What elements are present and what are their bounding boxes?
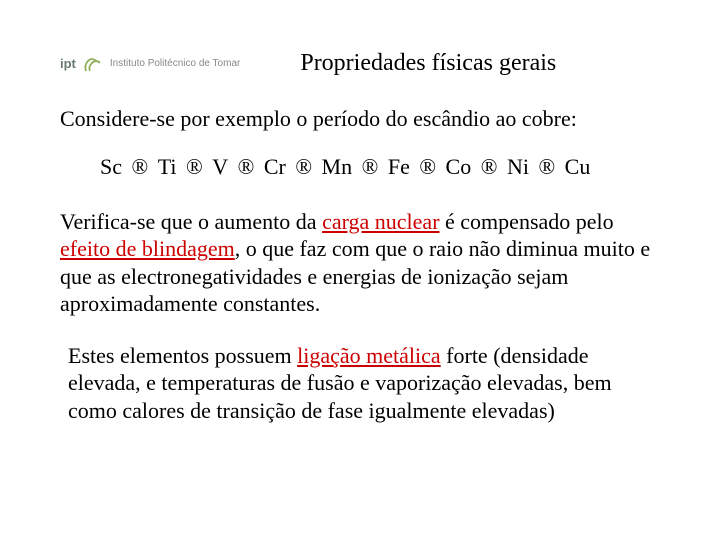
logo-mark-icon bbox=[82, 55, 104, 73]
p3-part-a: Estes elementos possuem bbox=[68, 343, 297, 368]
header: ipt Instituto Politécnico de Tomar Propr… bbox=[60, 50, 660, 77]
element-symbol: Fe bbox=[388, 154, 410, 179]
p2-part-a: Verifica-se que o aumento da bbox=[60, 209, 322, 234]
arrow-icon: ® bbox=[286, 154, 322, 179]
element-symbol: Ni bbox=[507, 154, 529, 179]
element-symbol: Mn bbox=[322, 154, 353, 179]
arrow-icon: ® bbox=[352, 154, 388, 179]
logo-text-full: Instituto Politécnico de Tomar bbox=[110, 58, 240, 69]
slide: ipt Instituto Politécnico de Tomar Propr… bbox=[0, 0, 720, 540]
arrow-icon: ® bbox=[122, 154, 158, 179]
intro-text: Considere-se por exemplo o período do es… bbox=[60, 105, 660, 134]
element-symbol: Ti bbox=[158, 154, 177, 179]
arrow-icon: ® bbox=[410, 154, 446, 179]
arrow-icon: ® bbox=[177, 154, 213, 179]
highlight-efeito-blindagem: efeito de blindagem bbox=[60, 236, 235, 261]
p2-part-b: é compensado pelo bbox=[440, 209, 614, 234]
element-symbol: Co bbox=[446, 154, 472, 179]
arrow-icon: ® bbox=[471, 154, 507, 179]
element-symbol: Sc bbox=[100, 154, 122, 179]
element-symbol: V bbox=[212, 154, 228, 179]
paragraph-3: Estes elementos possuem ligação metálica… bbox=[60, 342, 660, 425]
page-title: Propriedades físicas gerais bbox=[300, 50, 556, 77]
element-symbol: Cu bbox=[565, 154, 591, 179]
arrow-icon: ® bbox=[529, 154, 565, 179]
paragraph-2: Verifica-se que o aumento da carga nucle… bbox=[60, 208, 660, 318]
logo-text-ipt: ipt bbox=[60, 56, 76, 71]
arrow-icon: ® bbox=[228, 154, 264, 179]
element-sequence: Sc ® Ti ® V ® Cr ® Mn ® Fe ® Co ® Ni ® C… bbox=[100, 154, 660, 180]
highlight-carga-nuclear: carga nuclear bbox=[322, 209, 439, 234]
element-symbol: Cr bbox=[264, 154, 286, 179]
logo: ipt Instituto Politécnico de Tomar bbox=[60, 55, 240, 73]
highlight-ligacao-metalica: ligação metálica bbox=[297, 343, 441, 368]
